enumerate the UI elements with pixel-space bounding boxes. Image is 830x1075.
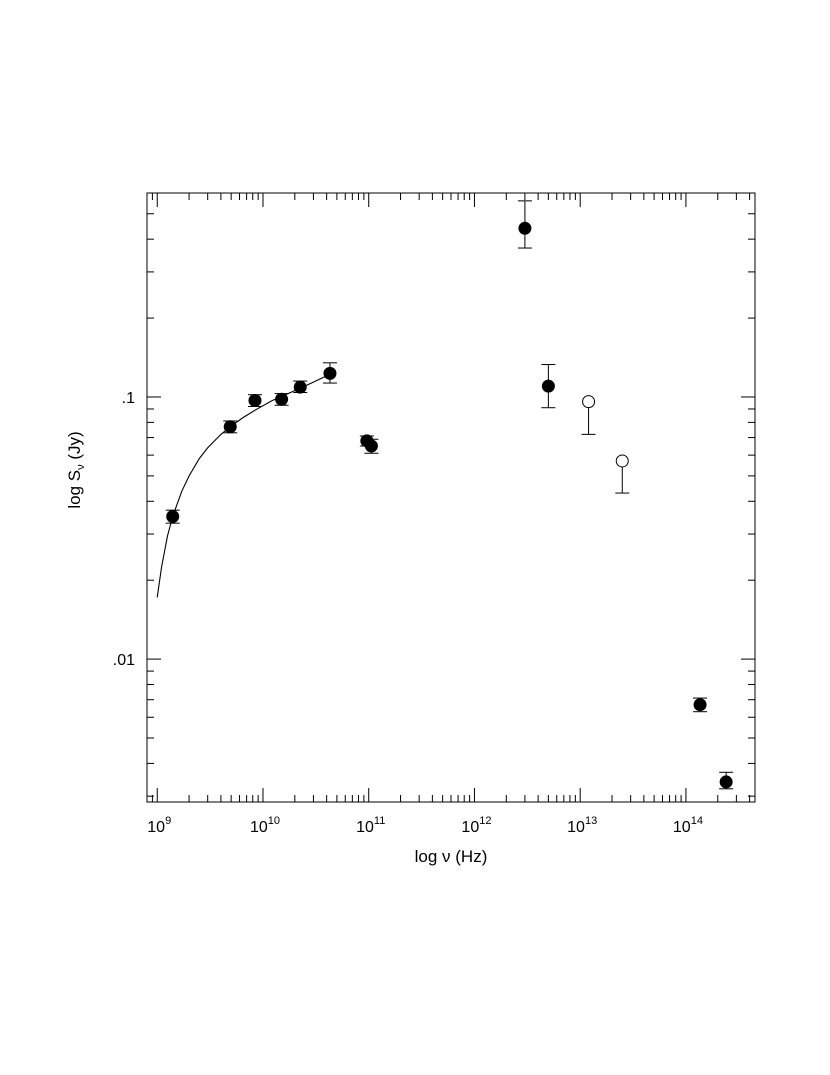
data-point — [693, 697, 708, 713]
x-tick-label: 109 — [147, 815, 171, 836]
y-axis-label-main: log S — [65, 470, 84, 509]
data-point — [223, 420, 238, 434]
y-axis-label: log Sν (Jy) — [65, 431, 87, 508]
filled-circle-marker — [166, 509, 180, 523]
x-tick-label: 1014 — [673, 815, 703, 836]
x-tick-label: 1012 — [461, 815, 491, 836]
open-circle-marker — [615, 454, 629, 468]
data-point — [719, 771, 734, 790]
open-circle-marker — [582, 395, 596, 409]
filled-circle-marker — [293, 380, 307, 394]
x-tick-label-exponent: 9 — [165, 815, 171, 827]
data-point — [322, 362, 337, 384]
x-tick-label: 1011 — [356, 815, 385, 836]
x-tick-label-base: 10 — [250, 819, 268, 836]
upper-limit-point — [615, 454, 630, 494]
fit-curve — [156, 373, 331, 598]
filled-circle-marker — [541, 379, 555, 393]
data-point — [541, 364, 556, 409]
y-tick-labels: .1 .01 — [113, 390, 135, 669]
fit-curve-layer — [156, 373, 331, 598]
x-tick-label-exponent: 12 — [479, 815, 491, 827]
data-point — [274, 392, 289, 406]
filled-circle-marker — [693, 698, 707, 712]
data-points-layer — [165, 200, 734, 790]
x-tick-label-exponent: 14 — [691, 815, 703, 827]
filled-circle-marker — [518, 221, 532, 235]
y-tick-label: .1 — [122, 390, 135, 407]
x-tick-label-base: 10 — [147, 819, 165, 836]
data-point — [364, 438, 379, 454]
filled-circle-marker — [275, 392, 289, 406]
y-axis-label-unit: (Jy) — [65, 431, 84, 464]
x-tick-label-base: 10 — [461, 819, 479, 836]
x-tick-label: 1010 — [250, 815, 280, 836]
filled-circle-marker — [323, 366, 337, 380]
data-point — [247, 393, 262, 407]
data-point — [293, 380, 308, 394]
filled-circle-marker — [719, 775, 733, 789]
x-tick-labels: 109 1010 1011 1012 1013 1014 — [147, 815, 703, 836]
filled-circle-marker — [223, 420, 237, 434]
y-tick-label: .01 — [113, 652, 135, 669]
filled-circle-marker — [364, 439, 378, 453]
plot-frame — [146, 192, 756, 803]
x-tick-label-base: 10 — [356, 819, 374, 836]
data-point — [517, 200, 532, 249]
filled-circle-marker — [248, 393, 262, 407]
x-tick-label: 1013 — [567, 815, 597, 836]
axis-ticks — [146, 193, 755, 802]
upper-limit-point — [581, 395, 596, 435]
x-tick-label-exponent: 13 — [585, 815, 597, 827]
x-tick-label-exponent: 10 — [268, 815, 280, 827]
data-point — [165, 509, 180, 524]
x-axis-label: log ν (Hz) — [415, 847, 488, 866]
x-tick-label-base: 10 — [673, 819, 691, 836]
y-axis-label-subscript: ν — [75, 464, 87, 470]
x-tick-label-exponent: 11 — [374, 815, 385, 827]
x-tick-label-base: 10 — [567, 819, 585, 836]
